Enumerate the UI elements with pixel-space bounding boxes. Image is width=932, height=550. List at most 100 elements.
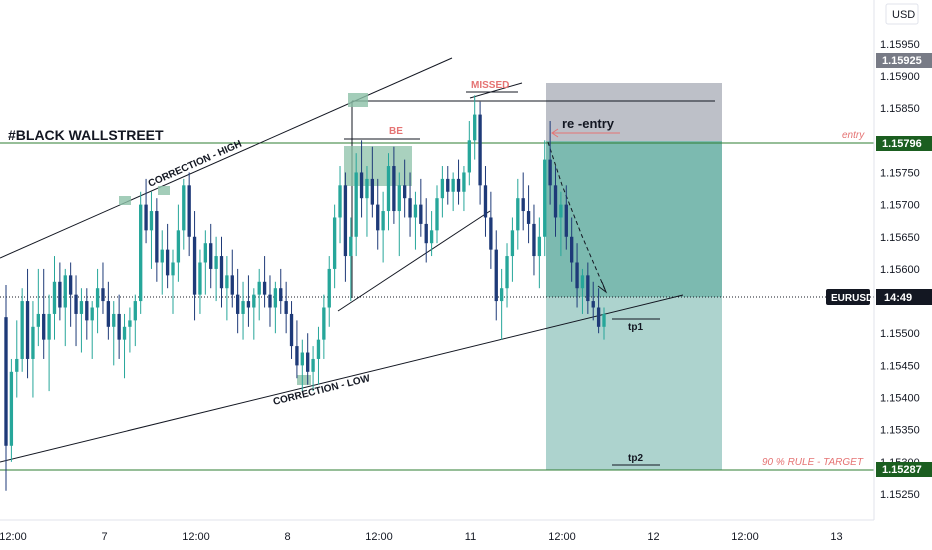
candle-body xyxy=(489,217,493,250)
price-tick-label: 1.15700 xyxy=(880,200,920,212)
candle-body xyxy=(128,320,132,327)
candle xyxy=(462,166,466,212)
candle xyxy=(596,288,601,334)
highlight-box xyxy=(119,196,131,205)
price-axis-ticks: 1.15950 1.15900 1.15850 1.15750 1.15700 1.156… xyxy=(880,39,920,501)
candle xyxy=(570,217,574,282)
countdown-text: 14:49 xyxy=(884,292,912,304)
correction-low-trendline[interactable] xyxy=(0,294,684,463)
candle xyxy=(133,294,137,347)
candle xyxy=(149,191,154,269)
candle-body xyxy=(171,262,175,276)
candle-body xyxy=(230,275,234,295)
candle xyxy=(144,178,148,244)
candle xyxy=(311,346,315,392)
candle xyxy=(219,236,224,308)
candle xyxy=(338,166,342,244)
candle-body xyxy=(473,114,477,141)
candle-body xyxy=(548,159,552,186)
candle-body xyxy=(52,281,57,314)
candle-body xyxy=(429,230,434,244)
candle xyxy=(446,166,450,205)
target-price-badge xyxy=(876,462,932,477)
candle-body xyxy=(257,281,261,295)
candle xyxy=(139,191,143,314)
correction-high-trendline[interactable] xyxy=(0,57,453,259)
candle-body xyxy=(268,294,272,308)
candle-body xyxy=(203,243,208,263)
candle xyxy=(257,268,261,321)
candle-body xyxy=(31,326,35,359)
candle-body xyxy=(133,301,137,321)
candle xyxy=(246,275,251,327)
currency-label: USD xyxy=(892,9,915,21)
rising-wedge-line[interactable] xyxy=(337,210,491,312)
candle-body xyxy=(365,178,369,199)
price-axis[interactable] xyxy=(874,0,932,550)
candle-body xyxy=(25,301,30,359)
entry-price-text: 1.15796 xyxy=(882,138,922,150)
candle-body xyxy=(478,114,482,186)
entry-price-badge xyxy=(876,136,932,151)
candle-body xyxy=(214,256,218,269)
highlight-box xyxy=(158,186,170,195)
candle-body xyxy=(370,178,375,205)
candle-body xyxy=(575,262,579,289)
projected-arrowhead xyxy=(597,281,608,294)
candle-body xyxy=(553,185,558,218)
candle xyxy=(392,146,396,224)
candle xyxy=(402,159,407,218)
highlight-box xyxy=(297,375,311,385)
candle-body xyxy=(359,172,364,199)
candle xyxy=(101,262,105,314)
candle xyxy=(106,281,111,340)
candle xyxy=(4,285,8,491)
plot-area[interactable] xyxy=(0,0,874,520)
candle-body xyxy=(20,301,24,359)
candle-body xyxy=(349,236,353,257)
symbol-badge xyxy=(826,289,870,305)
candle-body xyxy=(532,223,536,257)
candle-body xyxy=(543,159,547,237)
candle xyxy=(586,262,590,314)
currency-button[interactable] xyxy=(885,3,919,25)
candles xyxy=(4,95,606,491)
candle xyxy=(306,333,310,385)
candle xyxy=(397,172,401,257)
candle xyxy=(252,288,256,340)
candle xyxy=(483,166,488,237)
candle xyxy=(451,172,455,212)
price-tick-label: 1.15600 xyxy=(880,264,920,276)
candle xyxy=(327,256,331,327)
candle-body xyxy=(322,307,326,340)
profit-zone-target xyxy=(546,297,722,470)
candle xyxy=(117,294,121,359)
time-tick-label: 11 xyxy=(465,531,476,543)
candle-body xyxy=(602,313,606,327)
candle-body xyxy=(165,249,170,276)
candle xyxy=(20,288,24,372)
candle xyxy=(456,159,461,205)
candle xyxy=(9,358,14,462)
price-tick-label: 1.15950 xyxy=(880,39,920,51)
time-tick-label: 12:00 xyxy=(365,531,393,543)
candle xyxy=(241,281,245,340)
candle xyxy=(553,166,558,237)
candle-body xyxy=(446,178,450,192)
candle xyxy=(209,223,213,289)
candle-body xyxy=(262,281,267,295)
candle xyxy=(47,294,51,392)
candle-body xyxy=(101,288,105,302)
candle xyxy=(516,178,520,250)
candle xyxy=(230,249,234,308)
candle-body xyxy=(596,307,601,327)
candle-body xyxy=(149,211,154,231)
candle-body xyxy=(4,317,8,446)
candle-body xyxy=(338,185,342,218)
candle xyxy=(602,307,606,340)
candle xyxy=(532,204,536,276)
candle-body xyxy=(419,204,423,224)
candle xyxy=(505,243,509,308)
candle xyxy=(526,185,531,244)
